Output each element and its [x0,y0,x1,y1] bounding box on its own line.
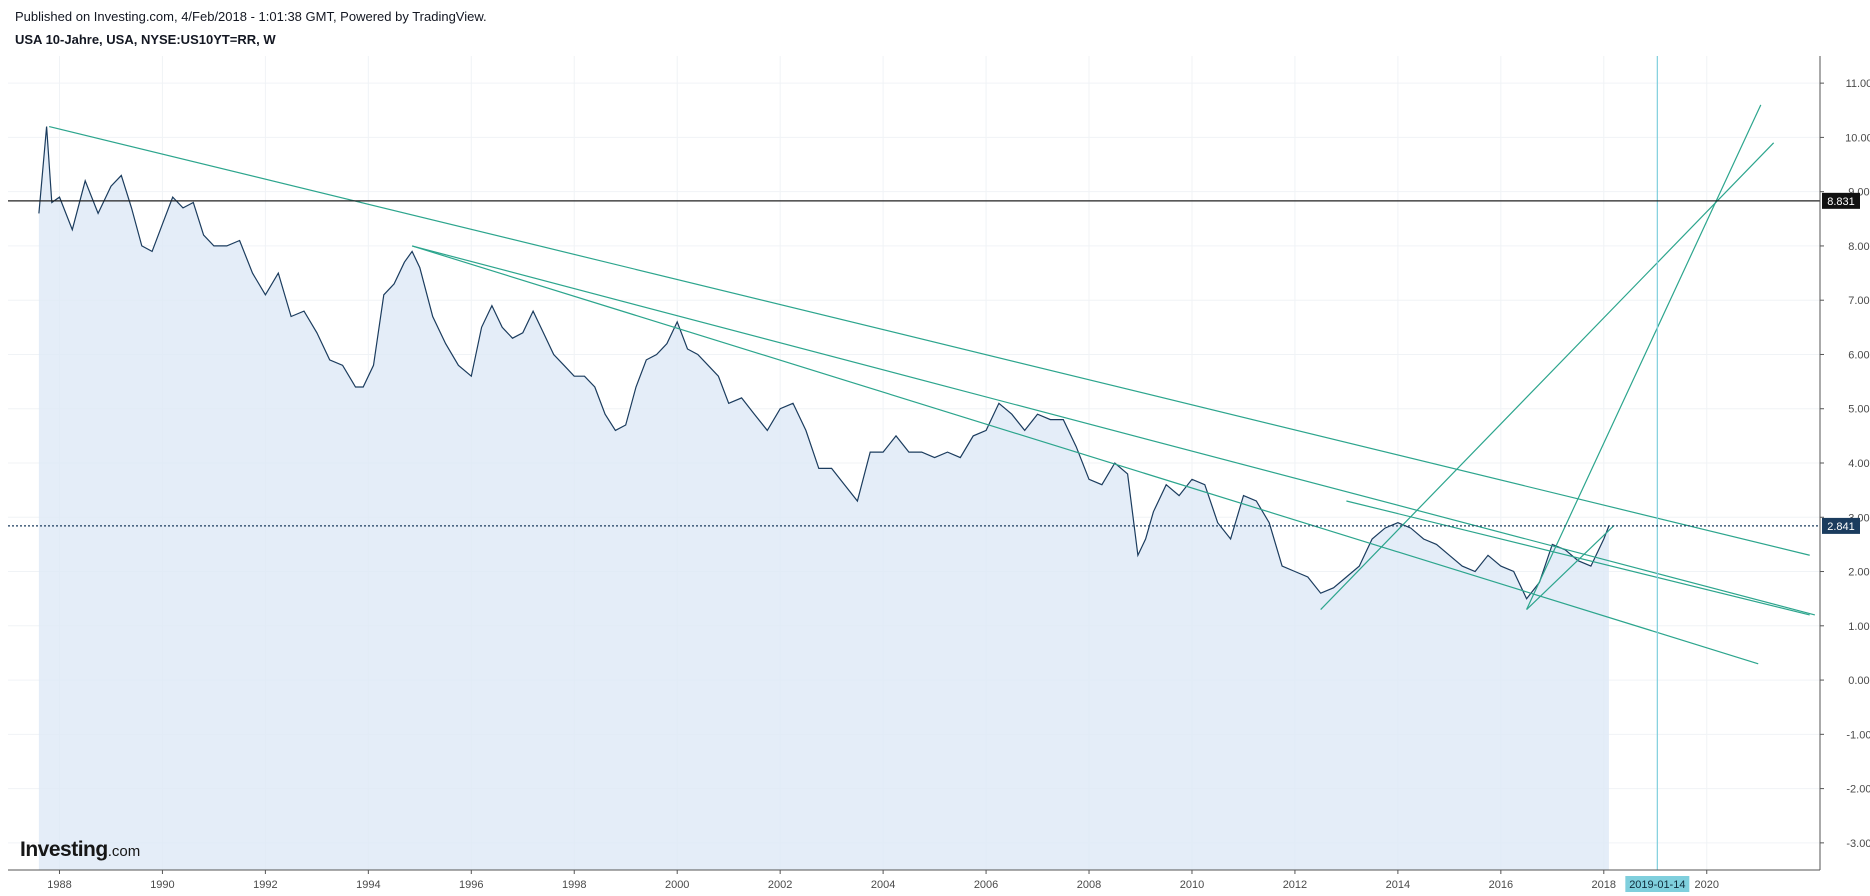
y-tick-label: 1.000 [1848,621,1870,633]
x-tick-label: 2016 [1489,879,1513,891]
y-tick-label: 0.000 [1848,675,1870,687]
y-tick-label: 11.000 [1846,78,1870,90]
x-tick-label: 1990 [150,879,174,891]
y-tick-label: 4.000 [1848,458,1870,470]
x-tick-label: 2014 [1386,879,1410,891]
logo-brand: Investing [20,838,108,861]
crosshair-date-label: 2019-01-14 [1629,879,1685,891]
chart-header: Published on Investing.com, 4/Feb/2018 -… [15,9,487,48]
y-tick-label: 7.000 [1848,295,1870,307]
trend-line [1346,500,1810,616]
y-tick-label: 6.000 [1848,349,1870,361]
y-tick-label: -2.000 [1846,784,1870,796]
trend-line [49,125,1810,556]
price-label: 8.831 [1827,196,1855,208]
price-label-box [1822,517,1860,534]
trend-line [411,245,1816,616]
x-tick-label: 2006 [974,879,998,891]
x-tick-label: 2002 [768,879,792,891]
symbol-title: USA 10-Jahre, USA, NYSE:US10YT=RR, W [15,32,276,47]
x-tick-label: 2020 [1695,879,1719,891]
x-tick-label: 2012 [1283,879,1307,891]
x-tick-label: 2010 [1180,879,1204,891]
y-tick-label: -3.000 [1846,838,1870,850]
y-tick-label: -1.000 [1846,729,1870,741]
price-line [38,126,1610,600]
investing-logo: Investing.com [20,838,140,862]
x-tick-label: 2008 [1077,879,1101,891]
price-label: 2.841 [1827,521,1855,533]
crosshair-date-box [1625,876,1690,892]
y-tick-label: 2.000 [1848,567,1870,579]
y-tick-label: 10.000 [1845,132,1870,144]
x-tick-label: 2004 [871,879,895,891]
published-line: Published on Investing.com, 4/Feb/2018 -… [15,9,487,24]
x-tick-label: 1992 [253,879,277,891]
x-tick-label: 2000 [665,879,689,891]
x-tick-label: 2018 [1592,879,1616,891]
x-tick-label: 1998 [562,879,586,891]
logo-suffix: .com [107,843,141,860]
x-tick-label: 1994 [356,879,380,891]
y-tick-label: 8.000 [1848,241,1870,253]
trend-line [1320,142,1775,610]
x-tick-label: 1996 [459,879,483,891]
price-label-box [1822,192,1860,209]
x-tick-label: 1988 [47,879,71,891]
trend-line [1526,524,1615,610]
y-tick-label: 5.000 [1848,404,1870,416]
